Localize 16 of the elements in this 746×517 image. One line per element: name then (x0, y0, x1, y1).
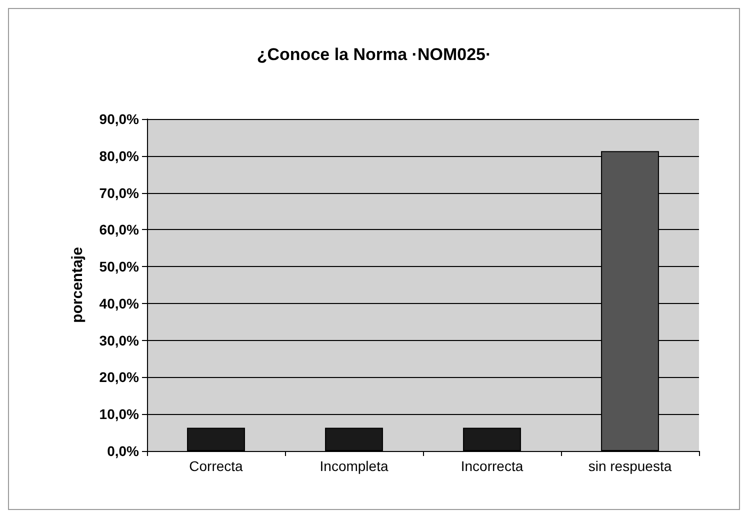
x-tick-label: Incompleta (320, 458, 388, 474)
x-tick-label: Correcta (189, 458, 244, 474)
y-tick-label: 70,0% (99, 184, 140, 201)
y-tick-label: 0,0% (107, 443, 140, 459)
y-tick-label: 30,0% (99, 332, 140, 348)
y-tick-label: 50,0% (99, 258, 140, 275)
y-tick-label: 10,0% (99, 406, 140, 422)
y-axis-title: porcentaje (69, 247, 86, 323)
y-tick-label: 60,0% (99, 222, 140, 238)
chart-title: ¿Conoce la Norma ·NOM025· (256, 45, 492, 64)
y-tick-label: 80,0% (99, 148, 140, 164)
y-tick-label: 90,0% (99, 111, 140, 127)
y-tick-label: 20,0% (99, 369, 140, 386)
y-tick-label: 40,0% (99, 295, 140, 312)
x-tick-label: Incorrecta (460, 458, 524, 474)
x-tick-label: sin respuesta (588, 458, 672, 474)
